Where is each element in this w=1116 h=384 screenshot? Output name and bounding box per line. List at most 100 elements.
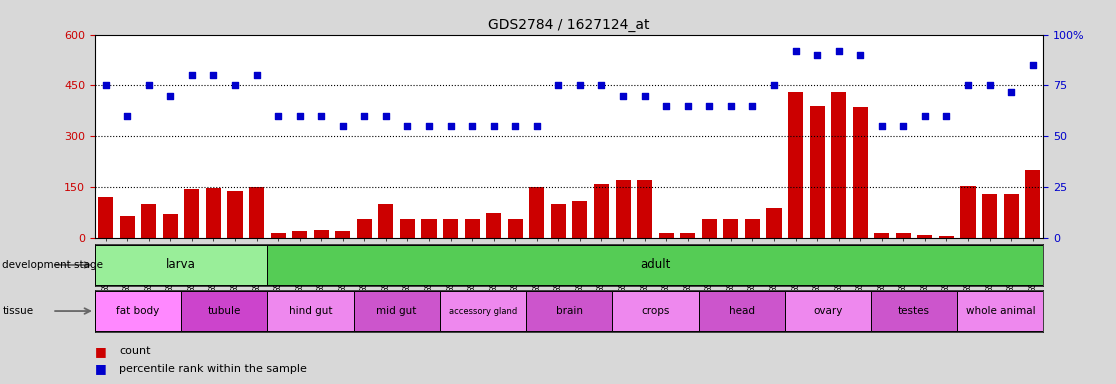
Point [118, 113, 136, 119]
Point [463, 123, 481, 129]
Point [484, 123, 502, 129]
Text: tissue: tissue [2, 306, 33, 316]
Bar [440, 291, 526, 331]
Point [657, 103, 675, 109]
Bar [699, 291, 785, 331]
Point [593, 83, 610, 89]
Point [355, 113, 373, 119]
Bar [723, 219, 739, 238]
Point [528, 123, 546, 129]
Text: tubule: tubule [208, 306, 241, 316]
Bar [616, 180, 631, 238]
Text: testes: testes [898, 306, 930, 316]
Point [873, 123, 891, 129]
Bar [142, 204, 156, 238]
Bar [788, 92, 804, 238]
Point [377, 113, 395, 119]
Point [334, 123, 352, 129]
Bar [680, 233, 695, 238]
Point [183, 72, 201, 78]
Bar [228, 191, 242, 238]
Text: development stage: development stage [2, 260, 104, 270]
Point [701, 103, 719, 109]
Point [269, 113, 287, 119]
Bar [508, 219, 522, 238]
Bar [896, 233, 911, 238]
Bar [400, 219, 415, 238]
Text: mid gut: mid gut [376, 306, 417, 316]
Point [636, 93, 654, 99]
Bar [357, 219, 372, 238]
Bar [870, 291, 958, 331]
Point [227, 83, 244, 89]
Bar [961, 185, 975, 238]
Point [766, 83, 783, 89]
Point [97, 83, 115, 89]
Bar [487, 213, 501, 238]
Bar [831, 92, 846, 238]
Point [722, 103, 740, 109]
Bar [1003, 194, 1019, 238]
Bar [270, 233, 286, 238]
Point [507, 123, 525, 129]
Bar [939, 237, 954, 238]
Bar [163, 214, 177, 238]
Bar [613, 291, 699, 331]
Point [852, 52, 869, 58]
Point [937, 113, 955, 119]
Text: percentile rank within the sample: percentile rank within the sample [119, 364, 307, 374]
Bar [205, 188, 221, 238]
Point [204, 72, 222, 78]
Text: brain: brain [556, 306, 583, 316]
Bar [551, 204, 566, 238]
Bar [917, 235, 933, 238]
Point [420, 123, 437, 129]
Point [312, 113, 330, 119]
Point [1002, 88, 1020, 94]
Bar [767, 207, 781, 238]
Text: ■: ■ [95, 345, 107, 358]
Point [916, 113, 934, 119]
Bar [809, 106, 825, 238]
Bar [853, 108, 868, 238]
Bar [744, 219, 760, 238]
Point [743, 103, 761, 109]
Bar [119, 216, 135, 238]
Bar [98, 197, 113, 238]
Bar [354, 291, 440, 331]
Bar [95, 291, 181, 331]
Bar [958, 291, 1043, 331]
Text: fat body: fat body [116, 306, 160, 316]
Bar [268, 245, 1043, 285]
Bar [95, 245, 268, 285]
Text: crops: crops [642, 306, 670, 316]
Point [398, 123, 416, 129]
Point [442, 123, 460, 129]
Bar [422, 219, 436, 238]
Point [829, 48, 847, 54]
Text: accessory gland: accessory gland [449, 306, 517, 316]
Point [248, 72, 266, 78]
Bar [378, 204, 394, 238]
Point [140, 83, 157, 89]
Bar [785, 291, 870, 331]
Bar [573, 201, 587, 238]
Bar [702, 219, 716, 238]
Text: adult: adult [641, 258, 671, 271]
Point [808, 52, 826, 58]
Text: hind gut: hind gut [289, 306, 333, 316]
Bar [335, 231, 350, 238]
Text: whole animal: whole animal [965, 306, 1036, 316]
Bar [874, 233, 889, 238]
Bar [184, 189, 200, 238]
Bar [658, 233, 674, 238]
Text: count: count [119, 346, 151, 356]
Bar [982, 194, 997, 238]
Text: ovary: ovary [814, 306, 843, 316]
Point [549, 83, 567, 89]
Point [571, 83, 589, 89]
Point [981, 83, 999, 89]
Point [959, 83, 976, 89]
Point [162, 93, 180, 99]
Bar [464, 219, 480, 238]
